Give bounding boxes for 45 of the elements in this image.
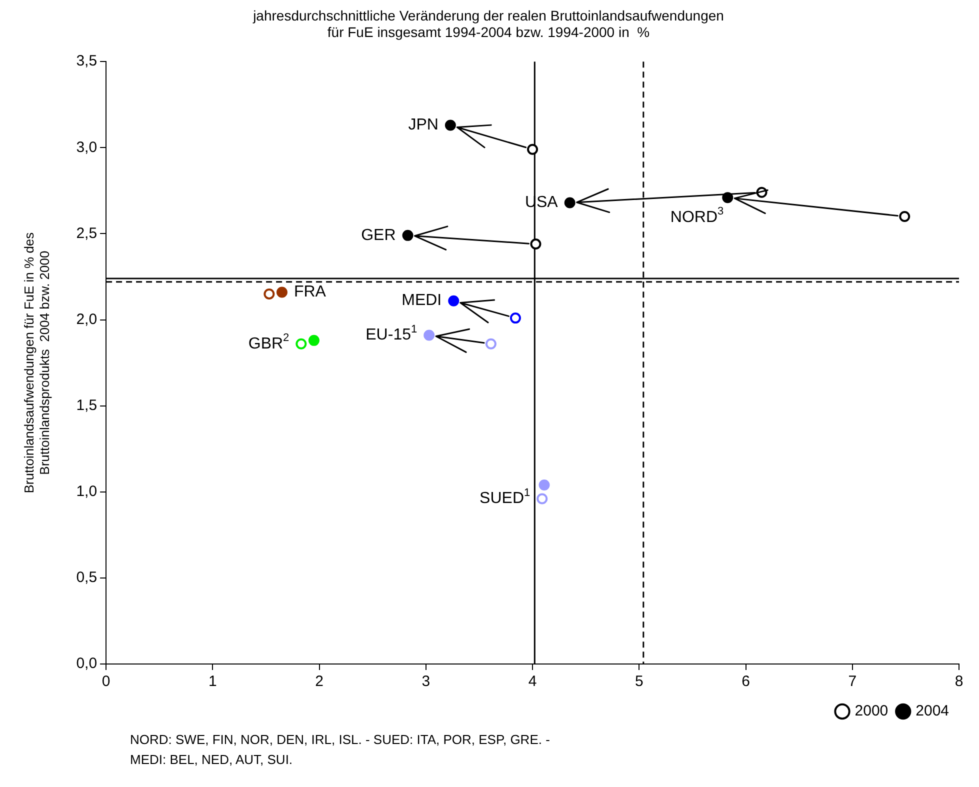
text: NORD: SWE, FIN, NOR, DEN, IRL, ISL. - SUED: ITA, POR, ESP, GRE. - <box>130 731 550 749</box>
y-tick-label: 3,5 <box>76 52 98 70</box>
y-tick-label: 2,0 <box>76 310 98 328</box>
point <box>530 238 542 250</box>
x-tick-label: 8 <box>954 673 964 690</box>
legend-label: 2000 <box>854 702 888 720</box>
point <box>276 286 288 298</box>
x-tick-label: 6 <box>742 673 750 690</box>
text: Bruttoinlandsaufwendungen für FuE in % des <box>21 232 36 494</box>
legend-label: 2004 <box>916 702 950 720</box>
y-tick-label: 0,0 <box>76 655 98 672</box>
point <box>485 338 496 350</box>
annotation: MEDI <box>402 292 442 310</box>
text: für FuE insgesamt 1994-2004 bzw. 1994-2000 in % <box>327 24 650 40</box>
point <box>424 330 435 341</box>
text: jahresdurchschnittliche Veränderung der realen Bruttoinlandsaufwendungen <box>253 7 724 24</box>
point <box>264 288 275 300</box>
point <box>536 493 548 504</box>
x-tick-label: 4 <box>528 673 537 690</box>
point <box>899 211 910 222</box>
x-tick-label: 7 <box>848 673 857 690</box>
x-tick-label: 1 <box>208 673 217 690</box>
annotation: GER <box>361 226 396 244</box>
point <box>510 312 521 324</box>
point <box>448 295 460 306</box>
point <box>564 197 576 208</box>
x-tick-label: 3 <box>422 673 430 690</box>
point <box>296 338 307 350</box>
x-tick-label: 5 <box>634 673 644 690</box>
x-tick-label: 2 <box>315 673 324 690</box>
x-tick-label: 0 <box>102 673 110 690</box>
y-tick-label: 3,0 <box>76 138 98 156</box>
point <box>402 230 414 241</box>
text: Bruttoinlandsprodukts 2004 bzw. 2000 <box>36 250 52 475</box>
point <box>444 120 456 131</box>
y-tick-label: 0,5 <box>76 569 98 586</box>
annotation: JPN <box>408 116 438 134</box>
point <box>538 480 550 490</box>
point <box>527 144 538 155</box>
point <box>308 334 320 346</box>
annotation: FRA <box>294 284 326 301</box>
y-tick-label: 2,5 <box>76 224 98 242</box>
text: MEDI: BEL, NED, AUT, SUI. <box>130 751 294 769</box>
y-tick-label: 1,0 <box>76 483 98 500</box>
y-tick-label: 1,5 <box>76 396 98 414</box>
